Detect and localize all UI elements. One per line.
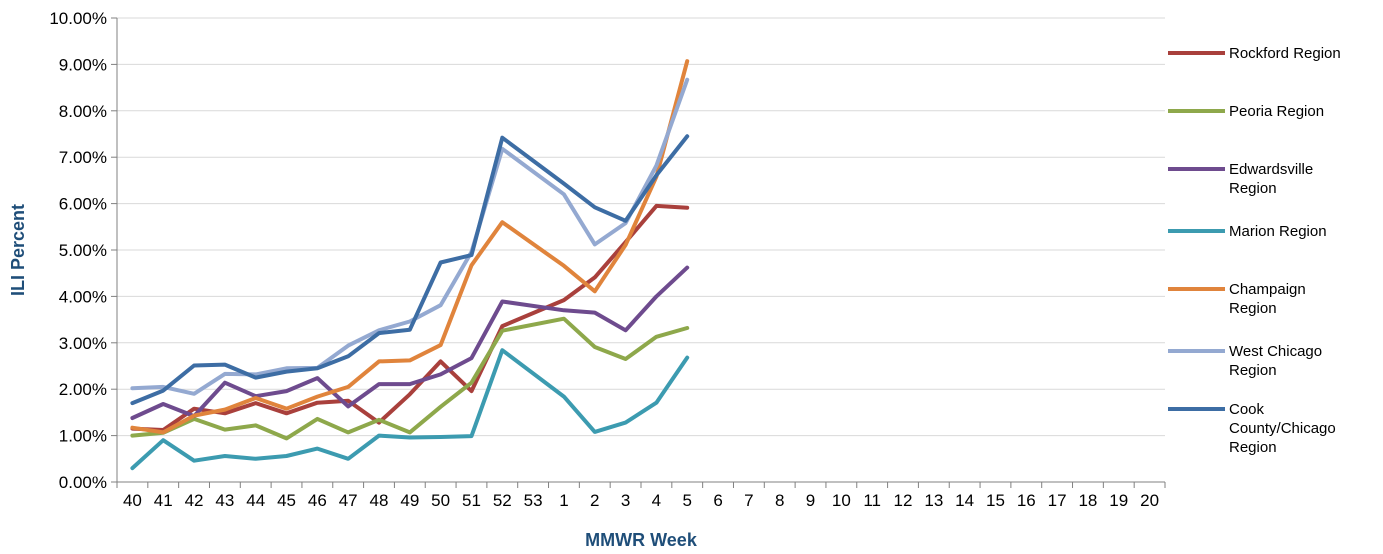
x-tick-label: 6: [713, 491, 722, 510]
legend-label: West Chicago Region: [1229, 343, 1322, 379]
x-tick-label: 47: [339, 491, 358, 510]
x-tick-label: 12: [894, 491, 913, 510]
y-axis-title: ILI Percent: [8, 204, 28, 296]
x-tick-label: 18: [1078, 491, 1097, 510]
x-tick-label: 1: [559, 491, 568, 510]
y-tick-label: 4.00%: [59, 287, 107, 306]
y-tick-label: 6.00%: [59, 195, 107, 214]
y-tick-label: 0.00%: [59, 473, 107, 492]
x-tick-label: 50: [431, 491, 450, 510]
x-tick-label: 43: [215, 491, 234, 510]
legend-item: Champaign Region: [1168, 281, 1306, 317]
x-tick-label: 4: [652, 491, 661, 510]
legend-label: Marion Region: [1229, 223, 1327, 240]
legend-item: Peoria Region: [1168, 103, 1324, 120]
x-tick-label: 19: [1109, 491, 1128, 510]
x-tick-label: 17: [1048, 491, 1067, 510]
y-tick-labels: 0.00% 1.00% 2.00% 3.00% 4.00% 5.00% 6.00% 7.00%…: [49, 9, 107, 492]
x-tick-label: 16: [1017, 491, 1036, 510]
x-tick-label: 41: [154, 491, 173, 510]
legend-label: Cook County/Chicago Region: [1229, 401, 1336, 456]
legend-item: Edwardsville Region: [1168, 161, 1313, 197]
series-line-marion-region: [130, 348, 690, 471]
x-tick-label: 10: [832, 491, 851, 510]
x-tick-label: 9: [806, 491, 815, 510]
x-tick-label: 51: [462, 491, 481, 510]
legend-item: Rockford Region: [1168, 45, 1341, 62]
series-line-cook-county-chicago-region: [130, 134, 690, 406]
x-tick-label: 3: [621, 491, 630, 510]
axes: [111, 17, 1166, 488]
x-tick-label: 5: [683, 491, 692, 510]
x-tick-label: 11: [863, 491, 881, 510]
legend-item: Marion Region: [1168, 223, 1327, 240]
y-tick-label: 5.00%: [59, 241, 107, 260]
legend-item: West Chicago Region: [1168, 343, 1322, 379]
legend-item: Cook County/Chicago Region: [1168, 401, 1336, 456]
x-tick-label: 42: [185, 491, 204, 510]
series-line-edwardsville-region: [130, 265, 690, 420]
x-tick-label: 15: [986, 491, 1005, 510]
x-tick-label: 7: [744, 491, 753, 510]
x-axis-title: MMWR Week: [585, 530, 698, 550]
x-tick-label: 49: [400, 491, 419, 510]
series-lines: [130, 59, 690, 471]
x-tick-label: 48: [370, 491, 389, 510]
x-tick-label: 45: [277, 491, 296, 510]
y-tick-label: 2.00%: [59, 380, 107, 399]
legend-label: Champaign Region: [1229, 281, 1306, 317]
x-tick-label: 20: [1140, 491, 1159, 510]
x-tick-label: 44: [246, 491, 265, 510]
y-tick-label: 7.00%: [59, 148, 107, 167]
series-line-peoria-region: [130, 316, 690, 441]
legend-label: Edwardsville Region: [1229, 161, 1313, 197]
y-tick-label: 10.00%: [49, 9, 107, 28]
series-line-west-chicago-region: [130, 77, 690, 396]
legend-label: Rockford Region: [1229, 45, 1341, 62]
x-tick-label: 14: [955, 491, 974, 510]
y-tick-label: 8.00%: [59, 102, 107, 121]
y-tick-label: 9.00%: [59, 55, 107, 74]
legend-label: Peoria Region: [1229, 103, 1324, 120]
series-line-champaign-region: [130, 59, 690, 435]
y-tick-label: 3.00%: [59, 334, 107, 353]
x-tick-label: 13: [924, 491, 943, 510]
x-tick-label: 40: [123, 491, 142, 510]
x-tick-labels: 40 41 42 43 44 45 46 47 48 49 50 51 52 53 1 2 3 4 5 6 7 8 9 10 1…: [123, 491, 1159, 510]
x-tick-label: 52: [493, 491, 512, 510]
x-tick-label: 2: [590, 491, 599, 510]
legend: Rockford Region Peoria Region Edwardsville…: [1168, 45, 1341, 456]
x-tick-label: 46: [308, 491, 327, 510]
y-tick-label: 1.00%: [59, 427, 107, 446]
x-tick-label: 53: [524, 491, 543, 510]
x-tick-label: 8: [775, 491, 784, 510]
